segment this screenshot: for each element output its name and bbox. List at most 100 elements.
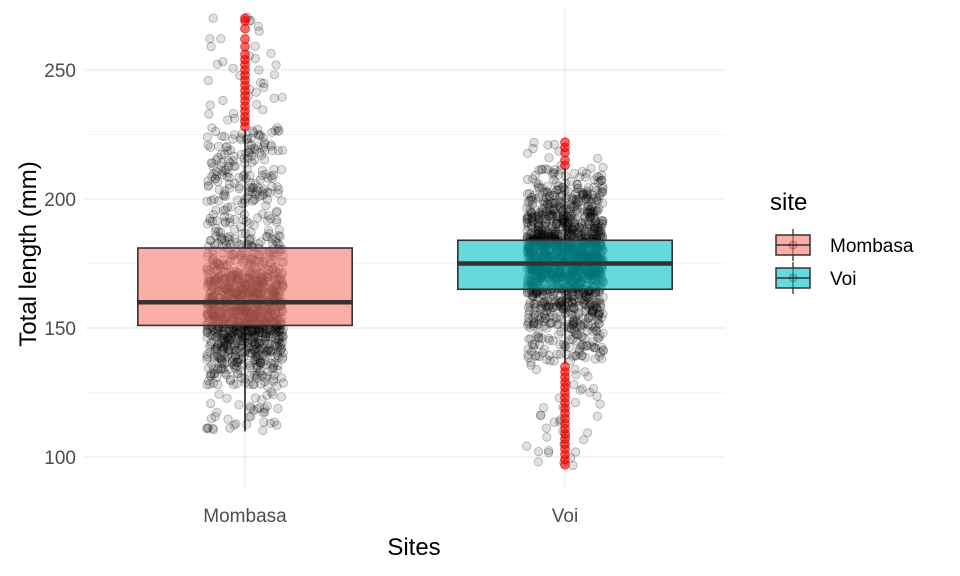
jitter-point xyxy=(572,184,582,194)
jitter-point xyxy=(547,318,557,328)
jitter-point xyxy=(230,363,240,373)
jitter-point xyxy=(209,369,219,379)
jitter-point xyxy=(262,401,272,411)
jitter-point xyxy=(260,146,270,156)
jitter-point xyxy=(577,203,587,213)
jitter-point xyxy=(253,183,263,193)
jitter-point xyxy=(219,343,229,353)
jitter-point xyxy=(572,322,582,332)
jitter-point xyxy=(224,364,234,374)
jitter-point xyxy=(593,153,603,164)
jitter-point xyxy=(216,158,226,168)
jitter-point xyxy=(567,211,577,222)
jitter-point xyxy=(253,21,263,31)
jitter-point xyxy=(543,200,553,210)
jitter-point xyxy=(588,326,598,336)
jitter-point xyxy=(583,208,593,218)
jitter-point xyxy=(241,216,251,226)
jitter-point xyxy=(210,174,220,184)
jitter-point xyxy=(577,294,587,304)
jitter-point xyxy=(217,354,227,364)
jitter-point xyxy=(221,165,231,175)
jitter-point xyxy=(580,333,590,344)
jitter-point xyxy=(273,335,283,346)
jitter-point xyxy=(271,338,281,348)
jitter-point xyxy=(542,208,552,218)
jitter-point xyxy=(544,445,554,456)
jitter-point xyxy=(547,302,558,313)
jitter-point xyxy=(563,297,573,307)
jitter-point xyxy=(208,378,218,388)
jitter-point xyxy=(588,383,599,394)
jitter-point xyxy=(260,376,270,387)
jitter-point xyxy=(224,172,234,183)
jitter-point xyxy=(228,335,238,345)
jitter-point xyxy=(274,334,284,344)
jitter-point xyxy=(209,368,219,379)
jitter-point xyxy=(551,313,561,323)
jitter-point xyxy=(566,206,576,216)
jitter-point xyxy=(205,347,215,357)
jitter-point xyxy=(222,357,232,367)
jitter-point xyxy=(224,234,234,244)
jitter-point xyxy=(539,321,549,331)
jitter-point xyxy=(525,188,535,199)
jitter-point xyxy=(218,206,228,216)
jitter-point xyxy=(569,380,579,390)
jitter-point xyxy=(552,229,563,239)
jitter-point xyxy=(213,379,223,390)
jitter-point xyxy=(263,345,273,356)
jitter-point xyxy=(258,347,268,357)
jitter-point xyxy=(577,340,588,350)
jitter-point xyxy=(534,225,544,235)
jitter-point xyxy=(220,218,231,228)
jitter-point xyxy=(567,201,577,212)
jitter-point xyxy=(254,26,264,36)
jitter-point xyxy=(252,404,262,414)
jitter-point xyxy=(231,346,241,356)
jitter-point xyxy=(220,186,230,196)
jitter-point xyxy=(227,352,237,362)
jitter-point xyxy=(596,347,606,358)
jitter-point xyxy=(574,289,584,300)
jitter-point xyxy=(212,330,222,341)
jitter-point xyxy=(246,403,256,413)
jitter-point xyxy=(269,376,279,386)
jitter-point xyxy=(533,182,543,192)
jitter-point xyxy=(541,214,552,224)
jitter-point xyxy=(211,231,221,241)
jitter-point xyxy=(588,302,598,312)
jitter-point xyxy=(589,182,599,192)
jitter-point xyxy=(249,182,259,193)
jitter-point xyxy=(527,216,537,226)
jitter-point xyxy=(553,211,563,221)
jitter-point xyxy=(220,329,230,340)
jitter-point xyxy=(250,41,260,51)
x-tick-label: Voi xyxy=(552,506,578,527)
jitter-point xyxy=(540,197,550,207)
jitter-point xyxy=(202,333,212,343)
jitter-point xyxy=(220,337,230,347)
jitter-point xyxy=(535,227,545,237)
y-axis-title: Total length (mm) xyxy=(15,161,42,346)
jitter-point xyxy=(227,357,237,367)
jitter-point xyxy=(593,311,604,321)
jitter-point xyxy=(561,222,571,232)
jitter-point xyxy=(210,226,221,236)
jitter-point xyxy=(237,229,247,239)
jitter-point xyxy=(278,331,288,341)
jitter-point xyxy=(225,374,235,384)
jitter-point xyxy=(212,372,222,382)
jitter-point xyxy=(569,194,580,204)
jitter-point xyxy=(542,221,553,231)
jitter-point xyxy=(232,237,242,247)
jitter-point xyxy=(524,196,534,206)
jitter-point xyxy=(219,132,230,142)
jitter-point xyxy=(206,195,216,206)
jitter-point xyxy=(232,345,242,355)
jitter-point xyxy=(232,361,242,371)
jitter-point xyxy=(225,334,235,345)
jitter-point xyxy=(553,228,563,238)
jitter-point xyxy=(228,355,238,365)
jitter-point xyxy=(267,363,277,373)
